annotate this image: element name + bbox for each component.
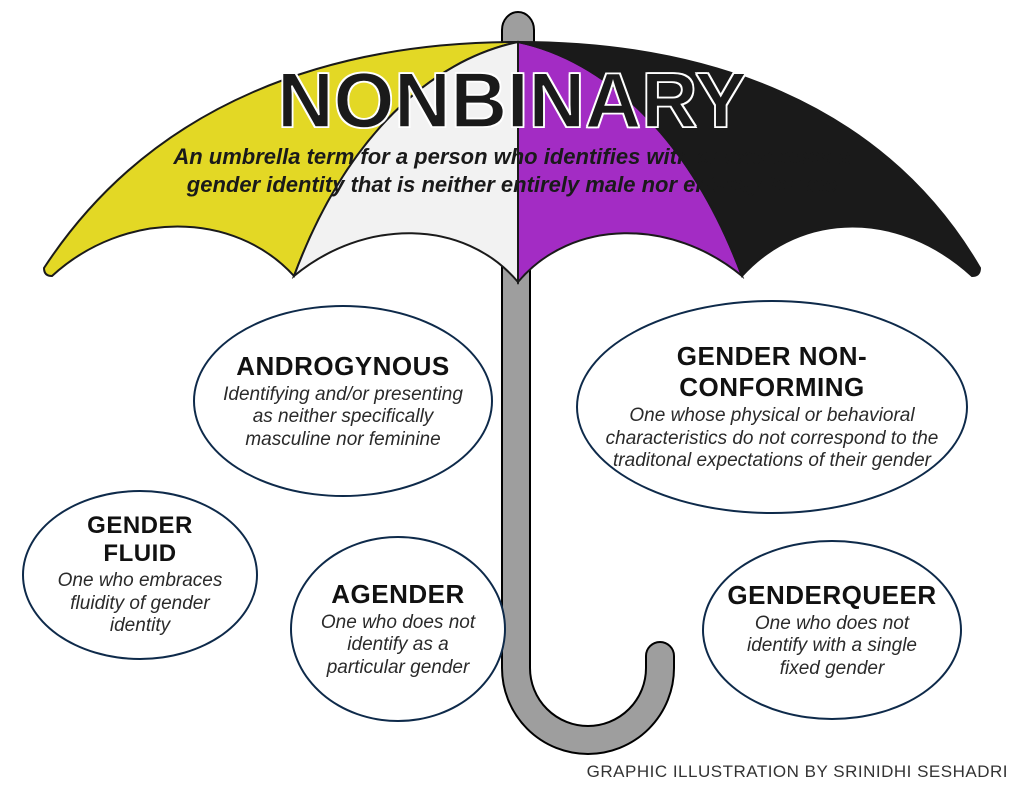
- bubble-title: ANDROGYNOUS: [236, 351, 450, 382]
- umbrella-cap: [502, 12, 534, 44]
- infographic-stage: NONBINARY An umbrella term for a person …: [0, 0, 1024, 788]
- infographic-title: NONBINARY: [0, 55, 1024, 146]
- bubble-title: GENDERQUEER: [727, 580, 936, 611]
- bubble-body: One who does not identify as a particula…: [316, 612, 480, 679]
- bubble-genderqueer: GENDERQUEER One who does not identify wi…: [702, 540, 962, 720]
- bubble-title: AGENDER: [331, 579, 465, 610]
- bubble-body: One who embraces fluidity of gender iden…: [48, 570, 232, 637]
- bubble-body: One whose physical or behavioral charact…: [602, 405, 942, 472]
- bubble-gender-non-conforming: GENDER NON-CONFORMING One whose physical…: [576, 300, 968, 514]
- bubble-androgynous: ANDROGYNOUS Identifying and/or presentin…: [193, 305, 493, 497]
- bubble-body: Identifying and/or presenting as neither…: [219, 384, 467, 451]
- bubble-title: GENDER FLUID: [48, 512, 232, 568]
- credit-text: GRAPHIC ILLUSTRATION BY SRINIDHI SESHADR…: [587, 762, 1008, 782]
- bubble-body: One who does not identify with a single …: [728, 613, 936, 680]
- bubble-title: GENDER NON-CONFORMING: [602, 341, 942, 403]
- bubble-agender: AGENDER One who does not identify as a p…: [290, 536, 506, 722]
- infographic-subtitle: An umbrella term for a person who identi…: [154, 143, 870, 198]
- bubble-gender-fluid: GENDER FLUID One who embraces fluidity o…: [22, 490, 258, 660]
